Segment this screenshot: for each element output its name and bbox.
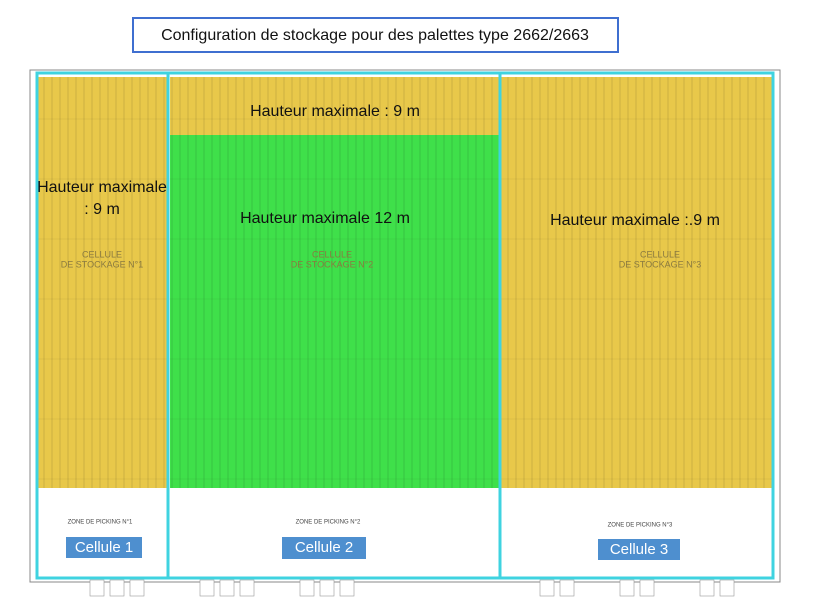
picking-label: ZONE DE PICKING N°1 xyxy=(68,520,133,526)
cell-name: Cellule 3 xyxy=(610,541,668,558)
floor-plan: Configuration de stockage pour des palet… xyxy=(0,0,818,610)
zone-label: Hauteur maximale : 9 m xyxy=(250,103,420,120)
picking-label: ZONE DE PICKING N°3 xyxy=(608,523,673,529)
zone-label: : 9 m xyxy=(84,201,120,218)
cell-label: DE STOCKAGE N°2 xyxy=(291,259,373,269)
zone-label: Hauteur maximale xyxy=(37,179,167,196)
title: Configuration de stockage pour des palet… xyxy=(161,27,589,44)
cell-label: CELLULE xyxy=(312,249,352,259)
cell-name: Cellule 2 xyxy=(295,539,353,556)
cell-label: DE STOCKAGE N°3 xyxy=(619,259,701,269)
picking-label: ZONE DE PICKING N°2 xyxy=(296,520,361,526)
cell-label: CELLULE xyxy=(640,249,680,259)
cell-name: Cellule 1 xyxy=(75,539,133,556)
cell-label: DE STOCKAGE N°1 xyxy=(61,259,143,269)
zone-label: Hauteur maximale 12 m xyxy=(240,210,410,227)
rack-grid xyxy=(37,77,773,488)
zone-label: Hauteur maximale :.9 m xyxy=(550,212,720,229)
cell-label: CELLULE xyxy=(82,249,122,259)
